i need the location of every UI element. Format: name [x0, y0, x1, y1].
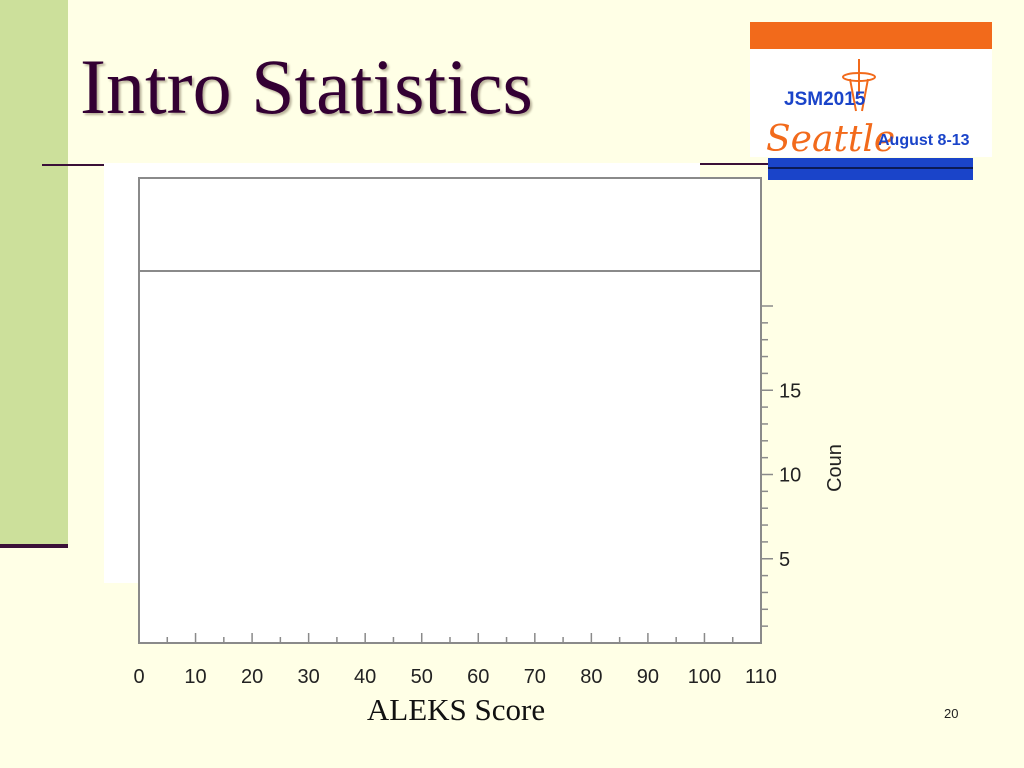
logo-city-text: Seattle [766, 119, 895, 157]
logo-graphic: JSM2015 Seattle August 8-13 [766, 59, 970, 157]
x-tick-label: 10 [184, 666, 206, 688]
side-accent-band [0, 0, 68, 547]
y-axis-title: Coun [824, 444, 846, 492]
x-tick-label: 100 [688, 666, 721, 688]
space-needle-icon [842, 59, 876, 112]
logo-dates-text: August 8-13 [878, 132, 970, 149]
logo-event-text: JSM2015 [784, 89, 866, 110]
x-tick-label: 110 [745, 666, 777, 688]
x-tick-label: 80 [580, 666, 602, 688]
x-tick-label: 60 [467, 666, 489, 688]
y-tick-label: 5 [779, 549, 790, 571]
logo-blue-bar [768, 158, 973, 180]
title-underline-left [42, 164, 104, 166]
page-number: 20 [944, 706, 959, 721]
x-tick-label: 70 [524, 666, 546, 688]
x-tick-label: 0 [133, 666, 144, 688]
plot-frame [138, 177, 762, 644]
x-tick-label: 50 [411, 666, 433, 688]
title-underline-right [700, 163, 772, 165]
y-tick-label: 10 [779, 465, 801, 487]
x-axis-title: ALEKS Score [367, 692, 545, 727]
y-tick-label: 15 [779, 380, 801, 402]
x-tick-label: 90 [637, 666, 659, 688]
logo-orange-band [750, 22, 992, 49]
x-tick-label: 30 [298, 666, 320, 688]
jsm-logo: JSM2015 Seattle August 8-13 [750, 22, 992, 157]
side-accent-rule [0, 544, 68, 548]
x-tick-label: 20 [241, 666, 263, 688]
slide-title: Intro Statistics [80, 43, 533, 130]
x-tick-label: 40 [354, 666, 376, 688]
logo-blue-line [768, 167, 973, 169]
